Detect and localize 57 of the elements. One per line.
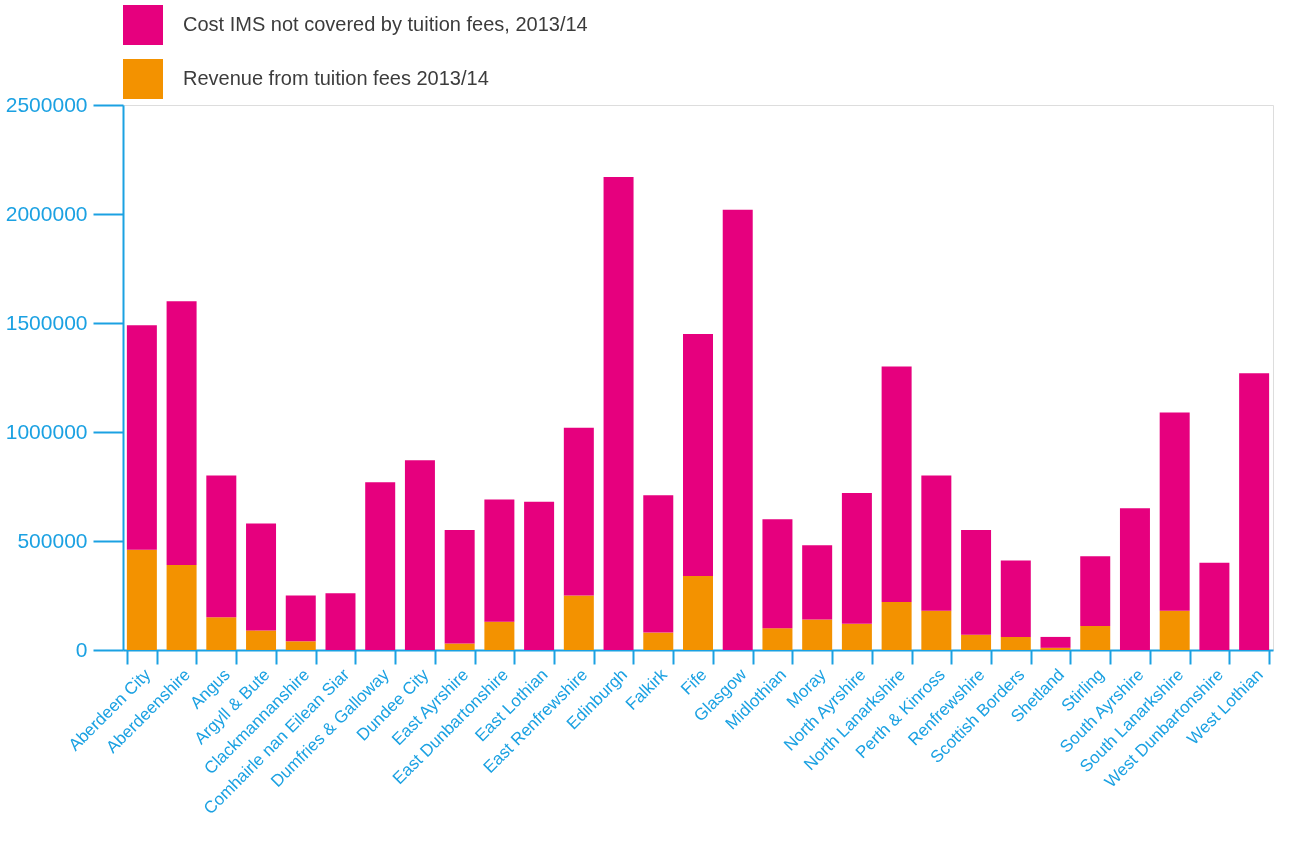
- bar: [1159, 610, 1190, 650]
- bar: [484, 499, 515, 622]
- bar: [206, 617, 237, 650]
- y-tick-label: 2000000: [5, 201, 88, 225]
- bar: [603, 176, 634, 650]
- bar: [881, 366, 912, 603]
- bar: [762, 628, 793, 650]
- bar: [802, 619, 833, 650]
- legend-label: Cost IMS not covered by tuition fees, 2013/14: [183, 13, 588, 35]
- bar: [921, 475, 952, 611]
- bar: [206, 475, 237, 618]
- bar: [563, 427, 594, 596]
- bar: [762, 519, 793, 629]
- bar: [1040, 647, 1071, 650]
- bar: [881, 602, 912, 650]
- bar: [1080, 626, 1111, 650]
- bar: [841, 623, 872, 650]
- bar: [643, 632, 674, 650]
- y-tick-label: 1500000: [5, 310, 88, 334]
- bar: [1239, 373, 1270, 650]
- bar: [404, 460, 435, 650]
- bar: [722, 209, 753, 650]
- bar: [246, 630, 277, 650]
- bar: [683, 333, 713, 576]
- bar: [1000, 636, 1031, 650]
- bar: [166, 564, 197, 650]
- y-tick-label: 500000: [17, 528, 88, 552]
- bar: [961, 530, 992, 635]
- bar: [683, 575, 713, 650]
- bar: [802, 545, 833, 620]
- bar: [841, 493, 872, 624]
- bar: [444, 530, 475, 644]
- y-tick-label: 2500000: [5, 92, 88, 116]
- bar: [166, 301, 197, 565]
- bar: [563, 595, 594, 650]
- bar: [1119, 508, 1150, 650]
- bar: [285, 595, 316, 642]
- bar: [1199, 562, 1230, 650]
- bar: [1000, 560, 1031, 637]
- bar: [524, 501, 555, 650]
- bar: [126, 325, 157, 550]
- bar: [643, 495, 674, 633]
- bar: [126, 549, 157, 650]
- bar: [1040, 636, 1071, 648]
- bar: [444, 643, 475, 650]
- bar: [961, 634, 992, 650]
- bar: [921, 610, 952, 650]
- bar: [285, 641, 316, 650]
- bar: [1159, 412, 1190, 611]
- bar: [365, 482, 396, 650]
- bar: [484, 621, 515, 650]
- bar: [246, 523, 277, 631]
- y-tick-label: 1000000: [5, 419, 88, 443]
- y-tick-label: 0: [75, 637, 88, 661]
- bar: [325, 593, 356, 650]
- bar: [1080, 556, 1111, 627]
- legend-label: Revenue from tuition fees 2013/14: [183, 67, 489, 89]
